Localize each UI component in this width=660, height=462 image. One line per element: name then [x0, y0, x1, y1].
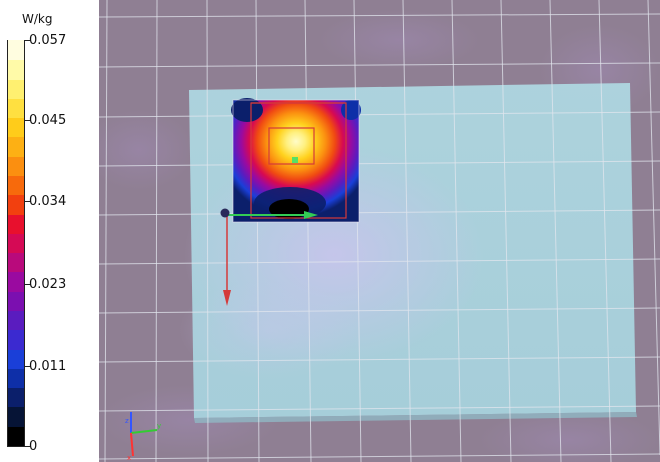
legend-color-swatch: [8, 271, 24, 292]
legend-color-swatch: [8, 348, 24, 369]
legend-tick: [25, 120, 30, 121]
legend-tick: [25, 366, 30, 367]
legend-label: 0.034: [29, 194, 67, 209]
legend-color-bar: [7, 40, 25, 447]
svg-text:y: y: [157, 422, 161, 430]
legend-label: 0.011: [29, 359, 67, 374]
legend-color-swatch: [8, 233, 24, 254]
legend-color-swatch: [8, 175, 24, 196]
color-scale-legend: W/kg 0.057 0.045 0.034 0.023 0.011 0: [0, 0, 96, 462]
legend-color-swatch: [8, 291, 24, 311]
legend-color-swatch: [8, 310, 24, 331]
legend-color-swatch: [8, 426, 24, 446]
legend-label-max: 0.057: [29, 33, 67, 48]
legend-tick: [25, 284, 30, 285]
legend-label: 0.023: [29, 277, 67, 292]
orientation-indicator: z y x: [125, 412, 161, 462]
legend-color-swatch: [8, 387, 24, 408]
svg-text:z: z: [125, 417, 129, 425]
probe-marker: [292, 157, 298, 163]
legend-color-swatch: [8, 156, 24, 176]
legend-label-min: 0: [29, 439, 38, 454]
legend-color-swatch: [8, 78, 24, 99]
legend-color-swatch: [8, 98, 24, 119]
wireframe-grid: [99, 0, 660, 462]
legend-color-swatch: [8, 406, 24, 427]
legend-color-swatch: [8, 329, 24, 350]
legend-color-swatch: [8, 213, 24, 234]
legend-color-swatch: [8, 117, 24, 138]
origin-axes: [220, 208, 318, 306]
legend-tick: [25, 446, 30, 447]
legend-unit-label: W/kg: [22, 12, 53, 26]
legend-color-swatch: [8, 194, 24, 215]
legend-tick: [25, 40, 30, 41]
viewport-canvas[interactable]: z y x: [99, 0, 660, 462]
svg-text:x: x: [127, 454, 131, 462]
legend-tick: [25, 201, 30, 202]
legend-color-swatch: [8, 252, 24, 273]
legend-label: 0.045: [29, 113, 67, 128]
3d-viewport[interactable]: z y x: [99, 0, 660, 462]
legend-color-swatch: [8, 136, 24, 157]
legend-color-swatch: [8, 40, 24, 61]
legend-color-swatch: [8, 59, 24, 80]
legend-color-swatch: [8, 368, 24, 389]
zoom-scan-box: [250, 102, 347, 219]
